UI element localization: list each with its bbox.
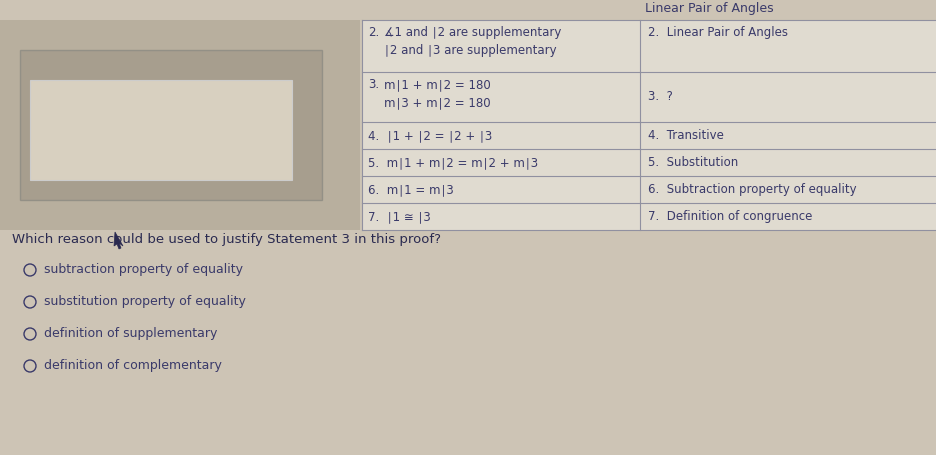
Text: 4.  Transitive: 4. Transitive (648, 129, 724, 142)
Text: 3.  ?: 3. ? (648, 91, 672, 103)
FancyBboxPatch shape (361, 20, 936, 230)
Text: 3.: 3. (368, 78, 379, 91)
Text: m∣3 + m∣2 = 180: m∣3 + m∣2 = 180 (384, 96, 490, 109)
Text: 7.  Definition of congruence: 7. Definition of congruence (648, 210, 812, 223)
Text: 5.  m∣1 + m∣2 = m∣2 + m∣3: 5. m∣1 + m∣2 = m∣2 + m∣3 (368, 156, 537, 169)
Text: Which reason could be used to justify Statement 3 in this proof?: Which reason could be used to justify St… (12, 233, 441, 247)
Text: 6.  Subtraction property of equality: 6. Subtraction property of equality (648, 183, 856, 196)
Text: 5.  Substitution: 5. Substitution (648, 156, 738, 169)
Text: 2.: 2. (368, 26, 379, 39)
Text: Linear Pair of Angles: Linear Pair of Angles (644, 2, 773, 15)
FancyBboxPatch shape (20, 50, 322, 200)
Text: 7.  ∣1 ≅ ∣3: 7. ∣1 ≅ ∣3 (368, 210, 431, 223)
Polygon shape (114, 232, 123, 249)
FancyBboxPatch shape (0, 20, 359, 230)
Text: substitution property of equality: substitution property of equality (44, 295, 245, 308)
Text: 2.  Linear Pair of Angles: 2. Linear Pair of Angles (648, 26, 787, 39)
Text: definition of complementary: definition of complementary (44, 359, 222, 373)
Text: 4.  ∣1 + ∣2 = ∣2 + ∣3: 4. ∣1 + ∣2 = ∣2 + ∣3 (368, 129, 491, 142)
Text: 6.  m∣1 = m∣3: 6. m∣1 = m∣3 (368, 183, 453, 196)
Text: m∣1 + m∣2 = 180: m∣1 + m∣2 = 180 (384, 78, 490, 91)
Text: ∡1 and ∣2 are supplementary: ∡1 and ∣2 are supplementary (384, 26, 561, 39)
Text: subtraction property of equality: subtraction property of equality (44, 263, 242, 277)
Text: definition of supplementary: definition of supplementary (44, 328, 217, 340)
FancyBboxPatch shape (30, 80, 292, 180)
Text: ∣2 and ∣3 are supplementary: ∣2 and ∣3 are supplementary (384, 44, 556, 57)
